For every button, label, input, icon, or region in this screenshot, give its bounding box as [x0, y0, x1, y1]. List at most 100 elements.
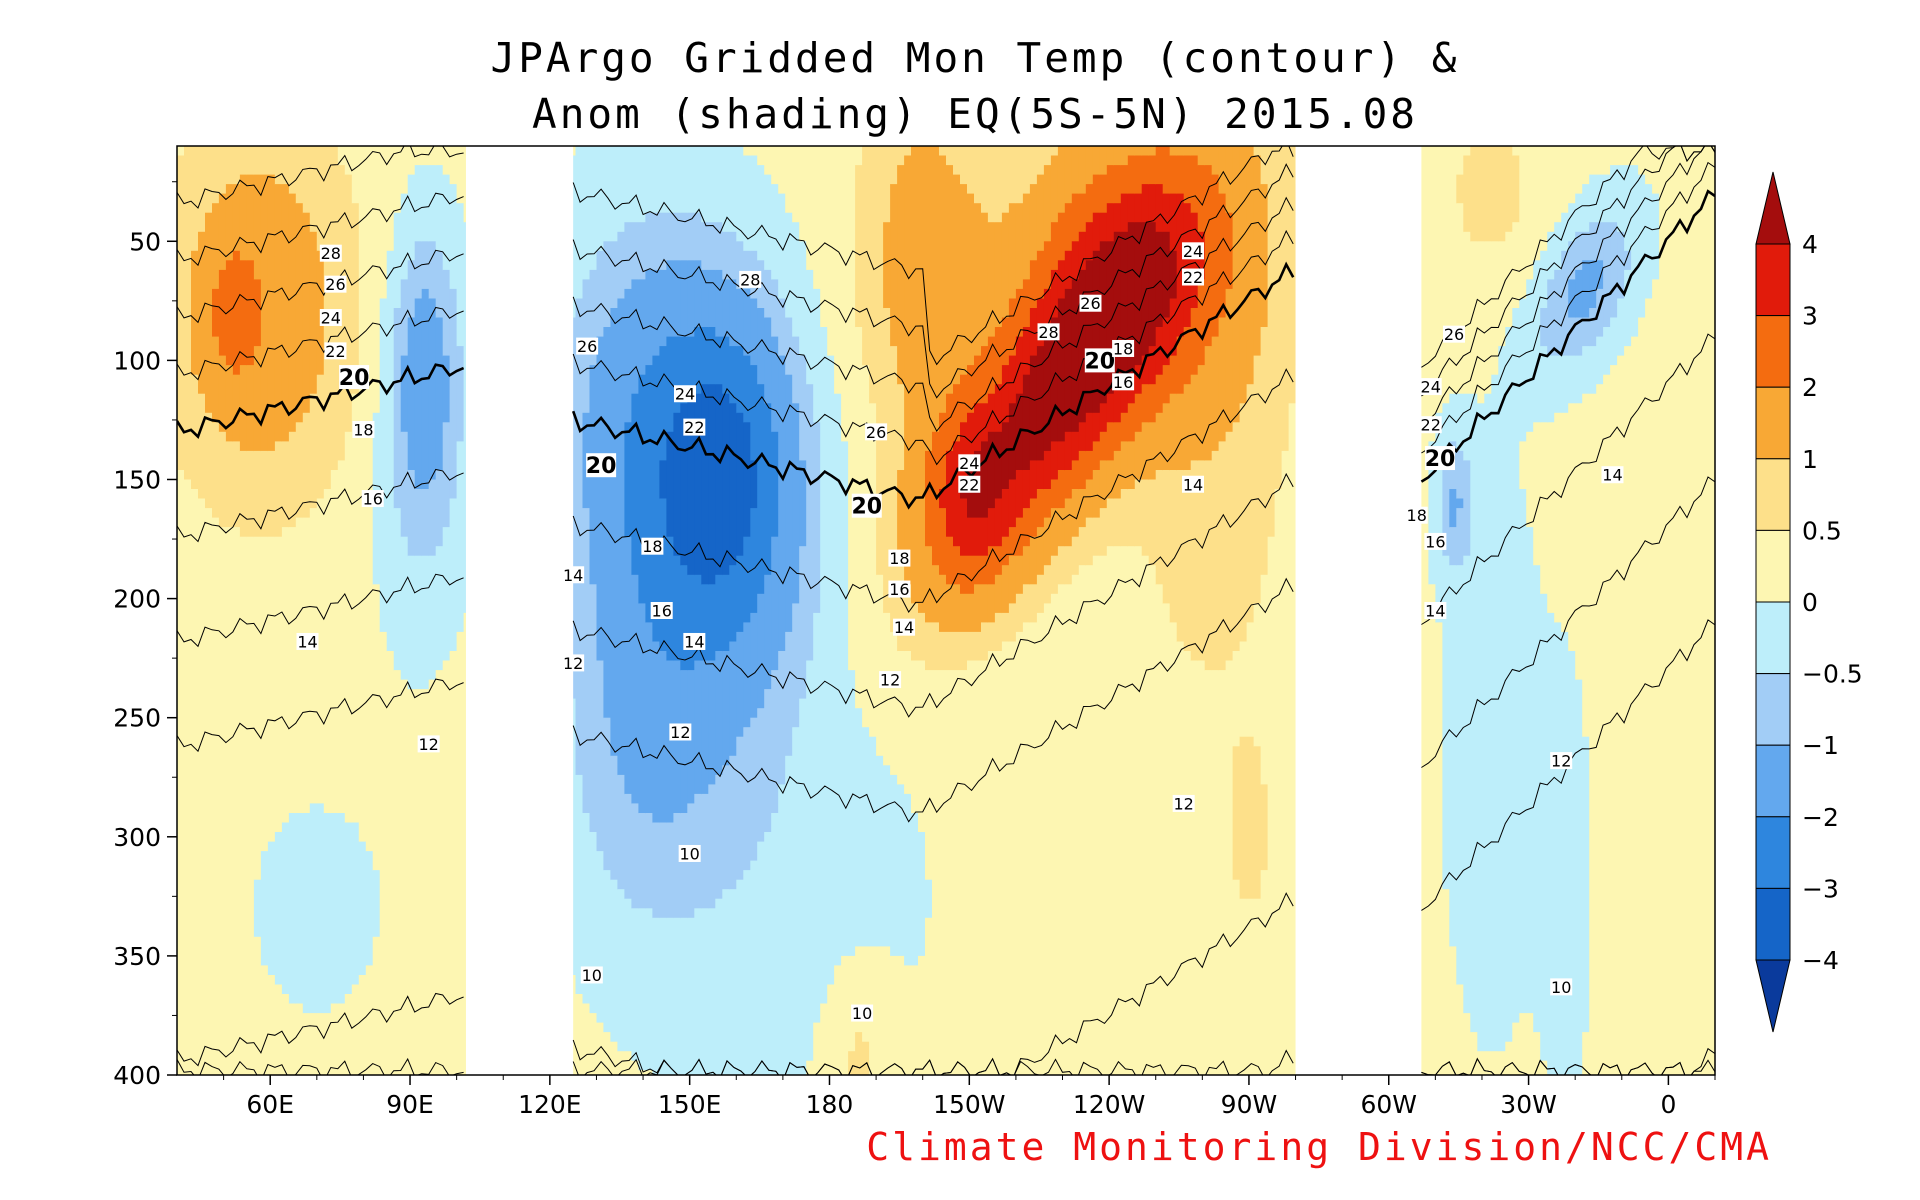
contour-label: 20 — [1425, 447, 1456, 472]
anomaly-cell — [1428, 584, 1436, 1075]
anomaly-cell — [994, 146, 1003, 223]
anomaly-cell — [1078, 489, 1087, 528]
anomaly-cell — [184, 479, 192, 1075]
anomaly-cell — [1085, 450, 1094, 481]
anomaly-cell — [1589, 308, 1597, 347]
anomaly-cell — [267, 841, 276, 976]
anomaly-cell — [1148, 422, 1157, 481]
anomaly-cell — [1001, 422, 1010, 490]
anomaly-cell — [1071, 574, 1080, 1075]
anomaly-cell — [1001, 317, 1010, 366]
anomaly-cell — [1533, 422, 1541, 566]
anomaly-cell — [638, 813, 646, 909]
anomaly-cell — [624, 422, 632, 538]
anomaly-cell — [624, 1051, 632, 1075]
anomaly-cell — [428, 165, 437, 242]
anomaly-cell — [1554, 269, 1562, 357]
anomaly-cell — [1001, 536, 1010, 566]
contour-label-bg — [1443, 325, 1466, 343]
anomaly-cell — [946, 146, 954, 166]
anomaly-cell — [1603, 374, 1611, 1075]
anomaly-cell — [1176, 641, 1185, 1075]
anomaly-cell — [624, 146, 632, 223]
anomaly-cell — [904, 146, 912, 157]
anomaly-cell — [1008, 479, 1017, 528]
anomaly-cell — [960, 374, 968, 423]
anomaly-cell — [212, 288, 220, 338]
anomaly-cell — [435, 317, 444, 471]
anomaly-cell — [1568, 241, 1576, 280]
anomaly-cell — [862, 727, 870, 947]
anomaly-cell — [687, 146, 695, 214]
anomaly-cell — [1505, 1041, 1513, 1075]
anomaly-cell — [987, 622, 996, 652]
anomaly-cell — [617, 146, 625, 233]
anomaly-cell — [407, 555, 416, 690]
contour-label: 14 — [563, 566, 583, 585]
anomaly-cell — [715, 774, 723, 900]
anomaly-cell — [323, 813, 332, 1014]
anomaly-cell — [757, 165, 765, 261]
anomaly-cell — [715, 384, 723, 576]
anomaly-cell — [994, 498, 1003, 547]
anomaly-cell — [1001, 146, 1010, 214]
contour-label-bg — [324, 275, 347, 293]
anomaly-cell — [1099, 460, 1108, 509]
isotherm-16 — [177, 573, 464, 648]
anomaly-cell — [1442, 889, 1450, 1075]
anomaly-cell — [1484, 393, 1492, 1052]
colorbar-label: 0.5 — [1802, 516, 1842, 545]
anomaly-cell — [1638, 317, 1646, 1075]
anomaly-cell — [603, 870, 611, 1033]
anomaly-cell — [1183, 651, 1192, 1075]
contour-label: 16 — [1113, 373, 1133, 392]
anomaly-cell — [722, 336, 730, 395]
anomaly-cell — [1246, 736, 1255, 900]
anomaly-cell — [1624, 146, 1632, 166]
anomaly-cell — [911, 146, 919, 604]
anomaly-cell — [1631, 165, 1639, 338]
anomaly-cell — [974, 660, 982, 1075]
contour-label-bg — [1419, 416, 1442, 434]
anomaly-cell — [1064, 584, 1073, 1075]
anomaly-cell — [1050, 508, 1059, 557]
anomaly-cell — [925, 670, 933, 881]
anomaly-cell — [722, 889, 730, 1075]
anomaly-cell — [1155, 374, 1164, 414]
anomaly-cell — [1148, 146, 1157, 157]
colorbar-box — [1755, 529, 1791, 603]
anomaly-cell — [281, 822, 290, 995]
anomaly-cell — [1162, 603, 1171, 1075]
anomaly-cell — [582, 146, 591, 280]
anomaly-cell — [708, 222, 716, 271]
anomaly-cell — [1274, 146, 1283, 490]
anomaly-cell — [1491, 241, 1499, 376]
contour-label: 12 — [1174, 794, 1194, 813]
anomaly-cell — [1183, 155, 1192, 204]
contour-label: 14 — [684, 632, 704, 651]
anomaly-cell — [1218, 193, 1227, 319]
anomaly-cell — [1211, 146, 1220, 176]
anomaly-cell — [1029, 308, 1038, 357]
isotherm-20 — [571, 261, 1295, 510]
colorbar-label: −3 — [1802, 874, 1839, 903]
anomaly-cell — [1463, 155, 1471, 233]
anomaly-cell — [225, 260, 234, 366]
anomaly-cell — [1043, 565, 1052, 604]
anomaly-cell — [218, 146, 227, 195]
anomaly-cell — [1204, 146, 1213, 166]
anomaly-cell — [1225, 288, 1234, 433]
isotherm-26 — [177, 192, 464, 267]
contour-label-bg — [1037, 323, 1060, 341]
anomaly-cell — [1106, 146, 1115, 166]
anomaly-cell — [715, 651, 723, 776]
anomaly-cell — [883, 946, 891, 1075]
anomaly-cell — [435, 470, 444, 547]
anomaly-cell — [393, 670, 402, 1075]
anomaly-cell — [274, 441, 283, 538]
anomaly-cell — [274, 184, 283, 442]
contour-label: 16 — [652, 602, 672, 621]
anomaly-cell — [1568, 355, 1576, 404]
anomaly-cell — [778, 193, 786, 299]
anomaly-cell — [442, 355, 451, 423]
